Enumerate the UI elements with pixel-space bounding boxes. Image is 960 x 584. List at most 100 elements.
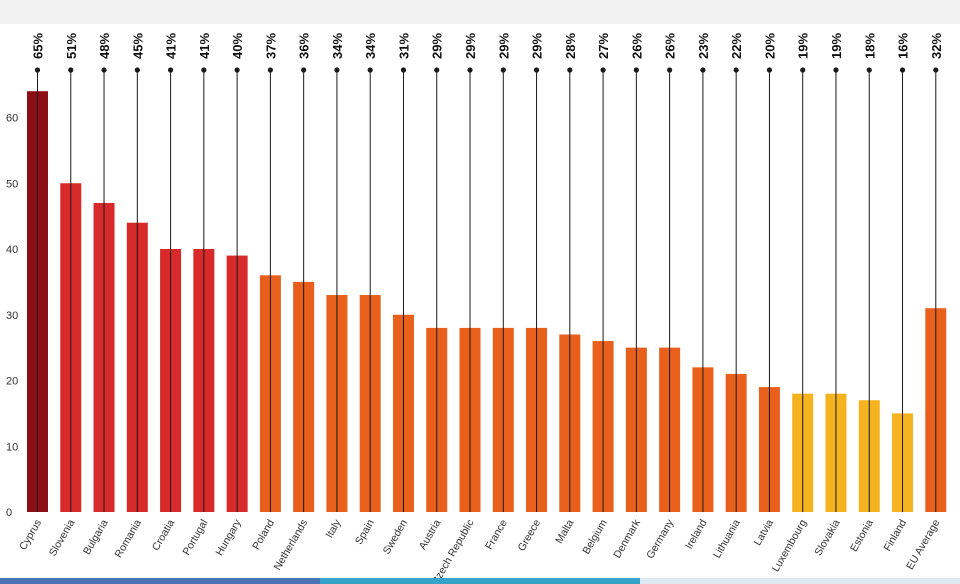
value-label: 32% bbox=[929, 33, 944, 59]
leader-dot bbox=[633, 67, 639, 73]
category-label: Latvia bbox=[752, 517, 776, 547]
value-label: 18% bbox=[862, 33, 877, 59]
y-tick-label: 50 bbox=[6, 178, 18, 190]
leader-dot bbox=[533, 67, 540, 73]
leader-dot bbox=[866, 67, 872, 73]
value-label: 51% bbox=[64, 33, 79, 59]
value-labels: 65% 51% 48% 45% 41% 41% 40% 37% 36% 34% 34% 31% 29% 2… bbox=[31, 33, 944, 59]
category-label: Italy bbox=[324, 517, 344, 540]
value-label: 29% bbox=[496, 33, 511, 59]
value-label: 23% bbox=[696, 33, 711, 59]
leader-dot bbox=[101, 67, 107, 73]
leader-dot bbox=[700, 67, 706, 73]
value-label: 29% bbox=[530, 33, 545, 59]
category-label: Romania bbox=[113, 517, 144, 560]
value-label: 48% bbox=[97, 33, 112, 59]
category-label: Croatia bbox=[150, 517, 177, 552]
value-label: 37% bbox=[263, 33, 278, 59]
value-label: 45% bbox=[130, 33, 145, 59]
leader-dot bbox=[833, 67, 839, 73]
leader-dot bbox=[34, 67, 41, 73]
category-label: Portugal bbox=[181, 518, 211, 558]
leader-dot bbox=[334, 67, 340, 73]
value-label: 41% bbox=[197, 33, 212, 59]
y-tick-label: 10 bbox=[6, 441, 18, 453]
leader-dot bbox=[134, 67, 140, 73]
leader-dot bbox=[68, 67, 74, 73]
category-label: EU Average bbox=[904, 517, 942, 572]
value-label: 16% bbox=[896, 33, 911, 59]
category-label: Slovenia bbox=[47, 517, 78, 558]
category-label: Poland bbox=[250, 517, 277, 551]
category-label: Ireland bbox=[683, 517, 710, 551]
value-label: 20% bbox=[762, 33, 777, 59]
leader-dot bbox=[234, 67, 240, 73]
category-label: France bbox=[483, 517, 510, 551]
value-label: 31% bbox=[396, 33, 411, 59]
category-label: Finland bbox=[881, 517, 909, 553]
value-label: 41% bbox=[164, 33, 179, 59]
value-label: 40% bbox=[230, 33, 245, 59]
category-label: Lithuania bbox=[711, 517, 743, 560]
leader-dot bbox=[567, 67, 573, 73]
leader-dot bbox=[201, 67, 207, 73]
leader-dot bbox=[933, 67, 939, 73]
value-label: 22% bbox=[729, 33, 744, 59]
value-label: 19% bbox=[796, 33, 811, 59]
category-label: Estonia bbox=[848, 517, 876, 553]
y-tick-label: 0 bbox=[6, 507, 12, 519]
category-label: Malta bbox=[553, 517, 576, 545]
value-label: 19% bbox=[829, 33, 844, 59]
category-label: Slovakia bbox=[812, 517, 842, 558]
value-label: 34% bbox=[330, 33, 345, 59]
category-label: Belgium bbox=[580, 517, 609, 556]
category-label: Greece bbox=[516, 517, 544, 553]
leader-dot bbox=[467, 67, 473, 73]
category-label: Netherlands bbox=[272, 518, 311, 573]
category-label: Cyprus bbox=[17, 518, 44, 553]
leader-dot bbox=[600, 67, 606, 73]
y-tick-label: 30 bbox=[6, 310, 18, 322]
bars bbox=[27, 91, 947, 512]
value-label: 26% bbox=[663, 33, 678, 59]
leader-dot bbox=[367, 67, 373, 73]
bottom-decorative-bar bbox=[0, 578, 960, 584]
leader-dot bbox=[667, 67, 673, 73]
category-label: Denmark bbox=[611, 517, 643, 561]
value-label: 28% bbox=[563, 33, 578, 59]
value-label: 26% bbox=[629, 33, 644, 59]
category-label: Germany bbox=[644, 517, 676, 561]
leader-dot bbox=[733, 67, 739, 73]
leader-dot bbox=[434, 67, 440, 73]
y-tick-label: 40 bbox=[6, 244, 18, 256]
category-labels: Cyprus Slovenia Bulgaria Romania Croatia Port… bbox=[17, 517, 942, 584]
value-label: 27% bbox=[596, 33, 611, 59]
leader-dot bbox=[766, 67, 773, 73]
leader-dot bbox=[500, 67, 506, 73]
leader-lines bbox=[34, 67, 939, 512]
leader-dot bbox=[400, 67, 407, 73]
top-strip bbox=[0, 0, 960, 24]
leader-dot bbox=[167, 67, 174, 73]
category-label: Bulgaria bbox=[81, 517, 111, 557]
leader-dot bbox=[267, 67, 273, 73]
category-label: Hungary bbox=[213, 517, 244, 558]
bottom-bar-segment-1 bbox=[0, 578, 320, 584]
value-label: 36% bbox=[297, 33, 312, 59]
bottom-bar-segment-3 bbox=[640, 578, 960, 584]
category-label: Sweden bbox=[381, 517, 410, 556]
category-label: Spain bbox=[353, 517, 377, 546]
leader-dot bbox=[800, 67, 806, 73]
value-label: 65% bbox=[31, 33, 46, 59]
leader-dot bbox=[899, 67, 906, 73]
y-tick-label: 60 bbox=[6, 113, 18, 125]
y-tick-label: 20 bbox=[6, 376, 18, 388]
value-label: 29% bbox=[430, 33, 445, 59]
bottom-bar-segment-2 bbox=[320, 578, 640, 584]
value-label: 29% bbox=[463, 33, 478, 59]
leader-dot bbox=[301, 67, 307, 73]
value-label: 34% bbox=[363, 33, 378, 59]
category-label: Austria bbox=[417, 517, 444, 551]
category-label: Luxembourg bbox=[770, 517, 810, 574]
